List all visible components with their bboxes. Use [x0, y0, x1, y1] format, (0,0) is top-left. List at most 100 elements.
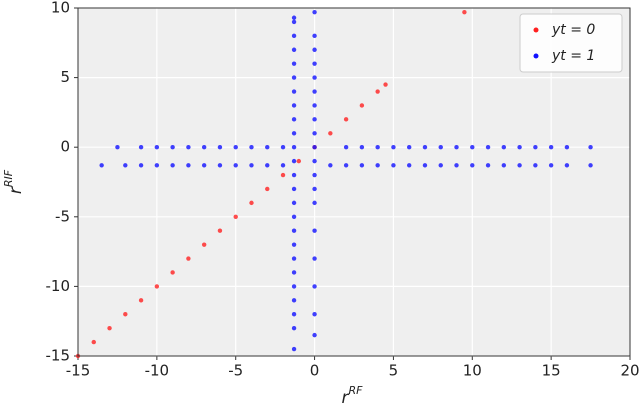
point [328, 131, 333, 136]
point [312, 145, 317, 150]
point [548, 145, 554, 150]
point [154, 163, 160, 168]
point [170, 145, 175, 150]
point [517, 163, 522, 168]
point [170, 270, 175, 275]
point [383, 82, 388, 87]
x-tick-label: 0 [310, 362, 320, 380]
point [291, 186, 297, 192]
point [201, 145, 207, 150]
point [186, 145, 191, 150]
point [154, 284, 160, 289]
point [291, 298, 297, 303]
point [123, 312, 128, 317]
point [462, 9, 467, 15]
point [291, 325, 297, 331]
point [265, 145, 270, 150]
y-tick-label: 0 [60, 138, 70, 156]
point [438, 145, 443, 150]
y-tick-label: 10 [51, 0, 70, 17]
point [291, 242, 297, 247]
x-label-base: r [342, 388, 350, 408]
point [533, 163, 538, 168]
point [312, 172, 317, 178]
point [233, 163, 238, 168]
point [422, 163, 428, 168]
point [265, 163, 270, 168]
point [107, 325, 112, 331]
point [312, 117, 317, 122]
x-tick-label: 15 [542, 362, 561, 380]
point [291, 131, 297, 136]
point [291, 172, 297, 178]
point [312, 158, 317, 164]
y-label-sup: RIF [2, 169, 15, 187]
point [291, 61, 297, 66]
point [291, 75, 297, 80]
x-label-sup: RF [349, 384, 364, 397]
point [312, 312, 317, 317]
point [422, 145, 428, 150]
point [407, 163, 412, 168]
point [201, 163, 207, 168]
point [343, 117, 349, 122]
point [312, 47, 317, 52]
point [312, 284, 317, 289]
point [312, 89, 317, 94]
point [91, 339, 96, 345]
point [291, 103, 297, 108]
y-axis-label: rRIF [2, 169, 26, 194]
point [154, 145, 160, 150]
legend-label: yt = 1 [551, 48, 595, 64]
point [438, 163, 443, 168]
x-tick-label: -10 [145, 362, 170, 380]
point [564, 163, 570, 168]
y-label-base: r [6, 186, 26, 194]
point [343, 145, 349, 150]
legend-label: yt = 0 [551, 22, 595, 38]
point [375, 145, 380, 150]
point [291, 346, 297, 352]
point [280, 145, 286, 150]
point [588, 163, 593, 168]
x-tick-label: 20 [620, 362, 639, 380]
point [375, 163, 380, 168]
x-tick-label: -5 [228, 362, 243, 380]
plot-frame [77, 7, 631, 357]
point [359, 163, 365, 168]
point [485, 163, 491, 168]
point [249, 163, 254, 168]
legend: yt = 0 yt = 1 [519, 13, 623, 73]
point [407, 145, 412, 150]
point [291, 200, 297, 206]
x-axis-label: rRF [342, 384, 364, 408]
point [217, 228, 223, 233]
point [217, 163, 223, 168]
point [291, 117, 297, 122]
point [454, 163, 459, 168]
point [312, 75, 317, 80]
y-tick-label: -15 [46, 347, 71, 365]
point [217, 145, 223, 150]
point [186, 163, 191, 168]
point [291, 15, 297, 20]
point [328, 163, 333, 168]
point [312, 256, 317, 261]
point [312, 186, 317, 192]
point [170, 163, 175, 168]
point [291, 228, 297, 233]
point [501, 163, 507, 168]
point [485, 145, 491, 150]
point [470, 163, 475, 168]
point [186, 256, 191, 261]
point [375, 89, 380, 94]
point [291, 158, 297, 164]
point [470, 145, 475, 150]
point [312, 61, 317, 66]
point [391, 145, 396, 150]
y-tick-label: -10 [46, 277, 71, 295]
point [312, 103, 317, 108]
point [291, 284, 297, 289]
point [312, 9, 317, 15]
